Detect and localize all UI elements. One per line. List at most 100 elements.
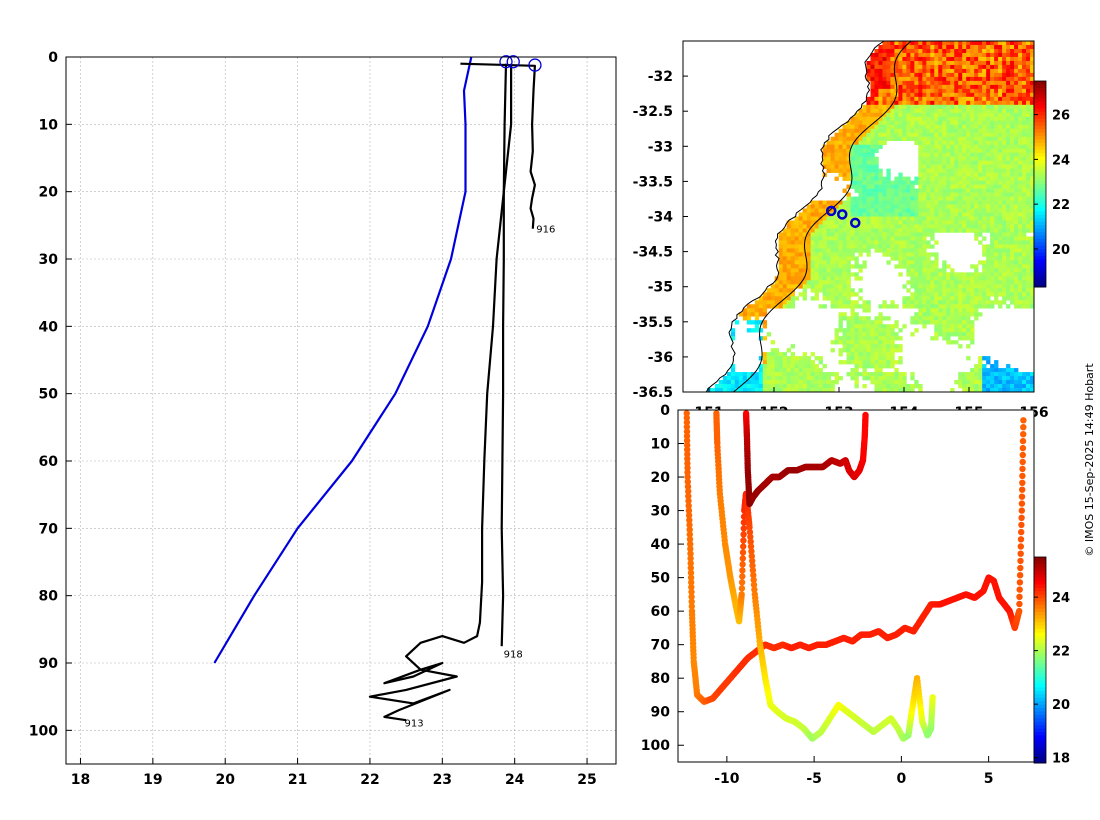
sst-pixel — [922, 80, 927, 86]
sst-pixel — [982, 156, 987, 161]
sst-pixel — [958, 208, 963, 213]
sst-pixel — [862, 340, 867, 345]
sst-pixel — [898, 388, 903, 393]
sst-pixel — [942, 260, 947, 265]
sst-pixel — [962, 104, 967, 110]
sst-pixel — [970, 44, 975, 50]
sst-pixel — [1022, 384, 1027, 389]
sst-pixel — [998, 264, 1003, 269]
sst-pixel — [1026, 280, 1031, 285]
sst-pixel — [910, 272, 915, 277]
sst-pixel — [986, 256, 991, 261]
sst-pixel — [994, 128, 999, 134]
sst-pixel — [1006, 96, 1011, 102]
sst-pixel — [930, 272, 935, 277]
sst-pixel — [934, 104, 939, 110]
sst-pixel — [994, 92, 999, 98]
sst-pixel — [938, 192, 943, 197]
sst-pixel — [986, 92, 991, 98]
sst-pixel — [910, 52, 915, 58]
sst-pixel — [1022, 200, 1027, 205]
sst-pixel — [806, 224, 811, 229]
sst-pixel — [1018, 240, 1023, 245]
sst-pixel — [846, 300, 851, 305]
sst-pixel — [974, 144, 979, 149]
sst-pixel — [798, 248, 803, 253]
sst-pixel — [946, 140, 951, 146]
sst-pixel — [902, 128, 907, 134]
sst-pixel — [998, 168, 1003, 173]
sst-pixel — [994, 176, 999, 181]
sst-pixel — [930, 144, 935, 149]
sst-pixel — [954, 124, 959, 130]
sst-pixel — [958, 204, 963, 209]
sst-pixel — [954, 68, 959, 74]
sst-pixel — [970, 84, 975, 90]
sst-pixel — [982, 184, 987, 189]
sst-pixel — [842, 304, 847, 309]
sst-pixel — [758, 380, 764, 385]
sst-pixel — [906, 92, 911, 98]
sst-pixel — [946, 220, 951, 225]
sst-pixel — [854, 340, 859, 345]
sst-pixel — [862, 304, 867, 309]
sst-pixel — [1030, 276, 1035, 281]
sst-pixel — [802, 356, 807, 361]
sst-pixel — [1030, 240, 1035, 245]
sst-pixel — [1010, 156, 1015, 161]
sst-pixel — [898, 376, 903, 381]
sst-pixel — [938, 324, 943, 329]
sst-pixel — [826, 164, 831, 169]
sst-pixel — [926, 108, 931, 114]
sst-pixel — [966, 64, 971, 70]
sst-pixel — [1030, 132, 1035, 138]
sst-pixel — [810, 372, 815, 377]
sst-pixel — [838, 244, 843, 249]
sst-pixel — [962, 376, 967, 381]
sst-pixel — [1026, 168, 1031, 173]
sst-pixel — [1022, 48, 1027, 54]
sst-pixel — [962, 96, 967, 102]
sst-pixel — [1018, 264, 1023, 269]
sst-pixel — [922, 324, 927, 329]
sst-pixel — [882, 120, 887, 126]
sst-pixel — [946, 340, 951, 345]
sst-pixel — [914, 80, 919, 86]
sst-pixel — [914, 41, 919, 46]
sst-pixel — [974, 44, 979, 50]
sst-pixel — [986, 60, 991, 66]
sst-pixel — [970, 208, 975, 213]
sst-pixel — [778, 240, 784, 245]
sst-pixel — [838, 168, 843, 173]
sst-pixel — [926, 41, 931, 46]
sst-pixel — [838, 144, 843, 149]
sst-pixel — [1026, 256, 1031, 261]
sst-pixel — [954, 48, 959, 54]
sst-pixel — [938, 136, 943, 142]
sst-pixel — [966, 104, 971, 110]
sst-pixel — [870, 176, 875, 181]
sst-pixel — [858, 268, 863, 273]
sst-pixel — [914, 280, 919, 285]
sst-pixel — [886, 348, 891, 353]
sst-pixel — [1006, 112, 1011, 118]
sst-pixel — [878, 352, 883, 357]
sst-pixel — [1026, 148, 1031, 153]
sst-pixel — [942, 336, 947, 341]
sst-pixel — [810, 288, 815, 293]
profile-x-tick-label: 24 — [505, 772, 525, 788]
sst-pixel — [862, 236, 867, 241]
sst-pixel — [882, 184, 887, 189]
sst-pixel — [866, 348, 871, 353]
sst-pixel — [1010, 272, 1015, 277]
sst-pixel — [898, 248, 903, 253]
sst-pixel — [914, 204, 919, 209]
sst-pixel — [1006, 76, 1011, 82]
map-lat-tick-label: -32.5 — [633, 104, 673, 120]
sst-pixel — [866, 240, 871, 245]
sst-pixel — [930, 252, 935, 257]
sst-pixel — [906, 128, 911, 134]
sst-pixel — [862, 104, 867, 110]
sst-pixel — [1018, 160, 1023, 165]
sst-pixel — [870, 148, 875, 153]
